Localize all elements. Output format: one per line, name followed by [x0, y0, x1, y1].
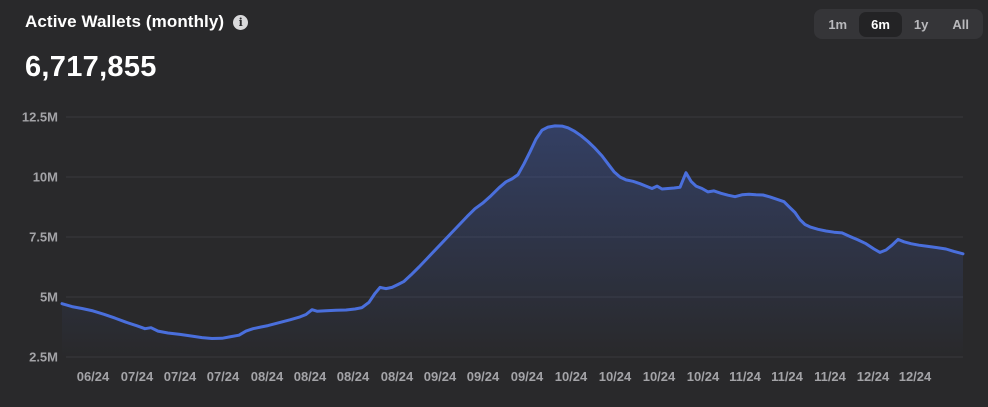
x-axis-label: 09/24 [424, 369, 457, 384]
x-axis-label: 07/24 [207, 369, 240, 384]
x-axis-label: 07/24 [164, 369, 197, 384]
x-axis-label: 10/24 [687, 369, 720, 384]
x-axis-label: 08/24 [251, 369, 284, 384]
x-axis-label: 10/24 [643, 369, 676, 384]
x-axis-label: 09/24 [511, 369, 544, 384]
x-axis-label: 11/24 [729, 369, 762, 384]
x-axis-label: 12/24 [899, 369, 932, 384]
x-axis-label: 07/24 [121, 369, 154, 384]
x-axis-label: 08/24 [381, 369, 414, 384]
y-axis-label: 5M [40, 290, 58, 305]
x-axis-label: 11/24 [771, 369, 804, 384]
x-axis-label: 10/24 [599, 369, 632, 384]
y-axis-label: 2.5M [29, 350, 58, 365]
card-header: Active Wallets (monthly) i [25, 12, 249, 32]
page-title: Active Wallets (monthly) [25, 12, 225, 31]
range-button-1y[interactable]: 1y [902, 12, 940, 37]
x-axis-label: 11/24 [814, 369, 847, 384]
range-button-all[interactable]: All [940, 12, 981, 37]
x-axis-label: 12/24 [857, 369, 890, 384]
x-axis-label: 06/24 [77, 369, 110, 384]
x-axis-label: 08/24 [294, 369, 327, 384]
range-button-6m[interactable]: 6m [859, 11, 902, 37]
metric-value: 6,717,855 [25, 51, 157, 83]
x-axis-label: 09/24 [467, 369, 500, 384]
range-button-1m[interactable]: 1m [816, 12, 859, 37]
range-selector: 1m 6m 1y All [814, 9, 983, 39]
series-area [62, 125, 963, 358]
y-axis-label: 7.5M [29, 230, 58, 245]
series-line [60, 124, 965, 340]
x-axis-label: 10/24 [555, 369, 588, 384]
y-axis-label: 12.5M [22, 110, 58, 125]
info-icon[interactable]: i [233, 14, 249, 30]
y-axis-label: 10M [33, 170, 58, 185]
x-axis-label: 08/24 [337, 369, 370, 384]
